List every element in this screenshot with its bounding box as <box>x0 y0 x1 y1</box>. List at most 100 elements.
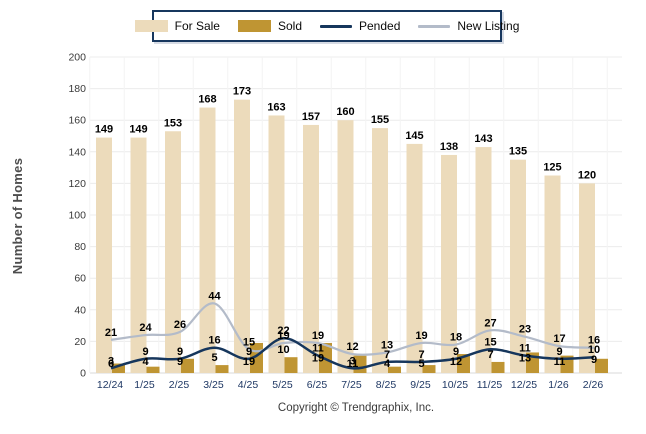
svg-text:19: 19 <box>243 356 255 368</box>
svg-text:1/25: 1/25 <box>134 379 155 391</box>
svg-text:6: 6 <box>108 358 114 370</box>
svg-text:20: 20 <box>74 336 86 348</box>
legend-item-sold: Sold <box>237 19 302 33</box>
svg-text:138: 138 <box>440 141 458 153</box>
svg-text:4: 4 <box>384 358 391 370</box>
svg-text:157: 157 <box>302 111 320 123</box>
copyright-text: Copyright © Trendgraphix, Inc. <box>277 402 435 414</box>
svg-text:22: 22 <box>277 325 289 337</box>
svg-text:120: 120 <box>68 178 86 190</box>
svg-text:19: 19 <box>415 330 427 342</box>
svg-text:15: 15 <box>243 336 255 348</box>
svg-text:11: 11 <box>554 356 566 368</box>
svg-text:44: 44 <box>208 290 221 302</box>
legend-item-pended: Pended <box>320 19 400 33</box>
svg-text:11: 11 <box>347 358 359 370</box>
legend-swatch-line <box>418 24 451 28</box>
legend-swatch-line <box>320 24 352 28</box>
svg-text:160: 160 <box>68 115 86 127</box>
svg-text:18: 18 <box>450 332 462 344</box>
legend-item-new-listing: New Listing <box>418 19 519 33</box>
svg-text:12/24: 12/24 <box>97 379 123 391</box>
svg-text:40: 40 <box>74 304 86 316</box>
svg-text:19: 19 <box>312 353 324 365</box>
svg-text:0: 0 <box>80 368 86 380</box>
svg-text:11: 11 <box>312 343 324 355</box>
svg-text:140: 140 <box>68 146 86 158</box>
svg-text:2/25: 2/25 <box>169 379 190 391</box>
svg-text:9: 9 <box>246 346 252 358</box>
svg-text:27: 27 <box>484 317 496 329</box>
svg-text:2/26: 2/26 <box>583 379 604 391</box>
svg-text:10: 10 <box>588 344 600 356</box>
svg-text:10: 10 <box>277 344 289 356</box>
legend-swatch-bar <box>237 20 271 32</box>
svg-text:3: 3 <box>108 355 114 367</box>
svg-text:120: 120 <box>578 169 596 181</box>
svg-text:5/25: 5/25 <box>272 379 293 391</box>
svg-text:23: 23 <box>519 324 531 336</box>
svg-text:6/25: 6/25 <box>307 379 328 391</box>
svg-text:135: 135 <box>509 146 527 158</box>
svg-text:155: 155 <box>371 114 389 126</box>
svg-text:12: 12 <box>450 356 462 368</box>
svg-text:173: 173 <box>233 86 251 98</box>
svg-text:11/25: 11/25 <box>477 379 503 391</box>
svg-text:3/25: 3/25 <box>203 379 224 391</box>
legend-item-for-sale: For Sale <box>134 19 220 33</box>
svg-text:160: 160 <box>336 106 354 118</box>
svg-text:19: 19 <box>277 330 289 342</box>
legend-label: Sold <box>277 19 302 33</box>
svg-text:60: 60 <box>74 273 86 285</box>
svg-text:9: 9 <box>453 346 459 358</box>
svg-text:80: 80 <box>74 241 86 253</box>
svg-text:16: 16 <box>208 335 220 347</box>
svg-text:13: 13 <box>381 339 393 351</box>
svg-text:11: 11 <box>519 343 531 355</box>
svg-text:7: 7 <box>418 349 424 361</box>
svg-text:143: 143 <box>474 133 492 145</box>
legend-label: For Sale <box>174 19 220 33</box>
svg-text:21: 21 <box>105 327 117 339</box>
svg-text:5: 5 <box>418 358 424 370</box>
svg-text:9/25: 9/25 <box>410 379 431 391</box>
svg-text:200: 200 <box>68 52 86 64</box>
svg-text:163: 163 <box>267 101 285 113</box>
svg-text:149: 149 <box>95 124 113 136</box>
svg-text:1/26: 1/26 <box>548 379 569 391</box>
chart-legend: For Sale Sold Pended New Listing <box>134 10 519 42</box>
svg-text:26: 26 <box>174 319 186 331</box>
svg-text:145: 145 <box>405 130 423 142</box>
svg-text:180: 180 <box>68 83 86 95</box>
svg-text:7: 7 <box>384 349 390 361</box>
svg-text:3: 3 <box>349 355 355 367</box>
svg-text:7: 7 <box>487 349 493 361</box>
svg-text:4/25: 4/25 <box>238 379 259 391</box>
legend-swatch-bar <box>134 20 168 32</box>
svg-text:9: 9 <box>177 346 183 358</box>
svg-text:12: 12 <box>346 341 358 353</box>
legend-label: Pended <box>359 19 401 33</box>
svg-text:15: 15 <box>484 336 496 348</box>
svg-text:153: 153 <box>164 117 182 129</box>
svg-text:17: 17 <box>553 333 565 345</box>
svg-text:9: 9 <box>591 354 597 366</box>
svg-text:4: 4 <box>142 356 149 368</box>
svg-text:16: 16 <box>588 335 600 347</box>
svg-text:5: 5 <box>211 352 217 364</box>
svg-text:24: 24 <box>139 322 152 334</box>
svg-text:100: 100 <box>68 210 86 222</box>
svg-text:9: 9 <box>142 346 148 358</box>
svg-text:10/25: 10/25 <box>442 379 468 391</box>
svg-text:19: 19 <box>312 330 324 342</box>
svg-text:12/25: 12/25 <box>511 379 537 391</box>
svg-text:7/25: 7/25 <box>341 379 362 391</box>
svg-text:149: 149 <box>129 124 147 136</box>
svg-text:9: 9 <box>177 356 183 368</box>
legend-label: New Listing <box>457 19 520 33</box>
svg-text:13: 13 <box>519 353 531 365</box>
svg-text:9: 9 <box>556 346 562 358</box>
svg-text:8/25: 8/25 <box>376 379 397 391</box>
